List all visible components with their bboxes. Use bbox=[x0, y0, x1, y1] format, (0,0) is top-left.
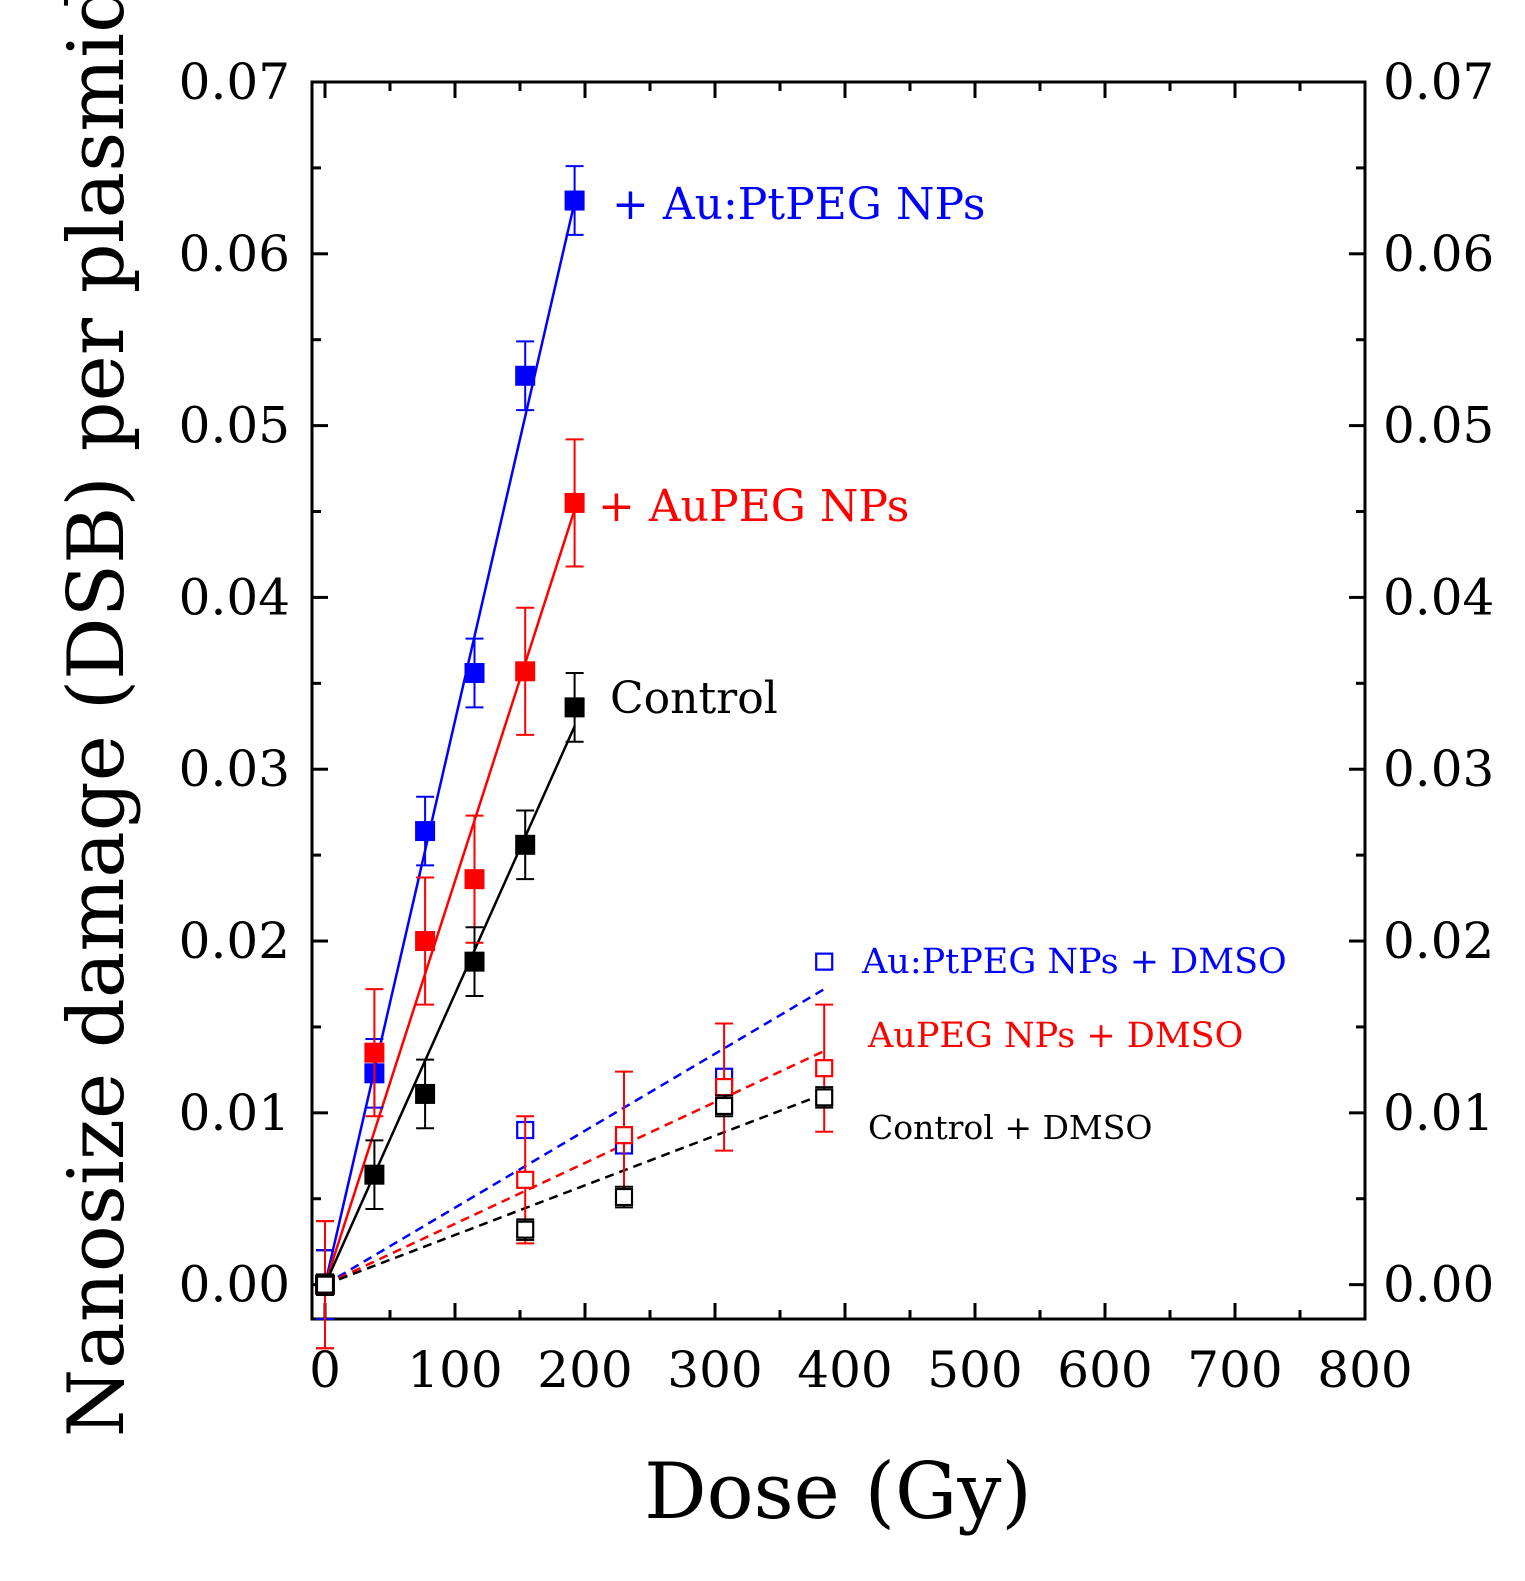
data-marker-open bbox=[714, 1077, 734, 1097]
data-marker-open bbox=[516, 1220, 535, 1239]
y-tick-label: 0.07 bbox=[179, 53, 290, 111]
data-points bbox=[315, 165, 834, 1350]
data-marker bbox=[464, 663, 485, 684]
fit-lines bbox=[323, 201, 825, 1286]
data-marker bbox=[515, 834, 536, 855]
data-marker-open bbox=[815, 1088, 834, 1107]
annotation-aupeg: + AuPEG NPs bbox=[598, 481, 909, 532]
data-marker-open bbox=[516, 1170, 535, 1189]
data-marker bbox=[415, 1083, 436, 1104]
data-marker bbox=[364, 1042, 385, 1063]
y-tick-label-right: 0.04 bbox=[1383, 568, 1494, 626]
data-marker bbox=[515, 365, 536, 386]
y-tick-label: 0.03 bbox=[179, 740, 290, 798]
data-marker bbox=[564, 492, 585, 513]
data-marker bbox=[564, 697, 585, 718]
x-axis-title: Dose (Gy) bbox=[644, 1447, 1032, 1537]
y-tick-label: 0.01 bbox=[179, 1084, 290, 1142]
x-tick-label: 300 bbox=[667, 1341, 762, 1399]
y-tick-label: 0.04 bbox=[179, 568, 290, 626]
x-tick-label: 600 bbox=[1057, 1341, 1152, 1399]
plot-frame bbox=[310, 80, 1367, 1321]
annotation-au-ptpeg-dmso: Au:PtPEG NPs + DMSO bbox=[861, 942, 1287, 982]
data-marker bbox=[464, 869, 485, 890]
data-marker-open bbox=[315, 1275, 335, 1294]
y-tick-label-right: 0.07 bbox=[1383, 53, 1494, 111]
data-marker-open bbox=[815, 952, 834, 971]
y-tick-label: 0.06 bbox=[179, 225, 290, 283]
fit-line bbox=[324, 1049, 825, 1286]
x-tick-label: 500 bbox=[927, 1341, 1022, 1399]
fit-line bbox=[323, 725, 576, 1286]
data-marker-open bbox=[815, 1059, 834, 1078]
annotation-control-dmso: Control + DMSO bbox=[868, 1108, 1152, 1147]
x-tick-label: 400 bbox=[797, 1341, 892, 1399]
data-marker-open bbox=[714, 1096, 734, 1116]
axis-ticks: 0 100 200 300 400 500 600 700 800 0.00 0.00 0.01 0.0… bbox=[179, 53, 1495, 1399]
data-marker bbox=[415, 931, 436, 952]
x-tick-label: 200 bbox=[537, 1341, 632, 1399]
data-marker bbox=[515, 661, 536, 682]
fit-line bbox=[323, 201, 576, 1285]
y-tick-label-right: 0.05 bbox=[1383, 397, 1494, 455]
data-marker-open bbox=[614, 1126, 634, 1145]
annotation-au-ptpeg: + Au:PtPEG NPs bbox=[612, 179, 985, 230]
fit-line bbox=[323, 509, 576, 1286]
fit-line bbox=[324, 988, 825, 1286]
data-marker bbox=[364, 1164, 385, 1185]
annotation-aupeg-dmso: AuPEG NPs + DMSO bbox=[867, 1016, 1243, 1056]
y-tick-label-right: 0.01 bbox=[1383, 1084, 1494, 1142]
y-tick-label: 0.05 bbox=[179, 397, 290, 455]
y-axis-title: Nanosize damage (DSB) per plasmid bbox=[52, 0, 142, 1437]
data-marker bbox=[464, 951, 485, 972]
x-tick-label: 700 bbox=[1187, 1341, 1282, 1399]
fit-line bbox=[324, 1092, 825, 1286]
x-tick-label: 800 bbox=[1317, 1341, 1412, 1399]
x-tick-label: 100 bbox=[407, 1341, 502, 1399]
y-tick-label-right: 0.02 bbox=[1383, 912, 1494, 970]
y-tick-label-right: 0.03 bbox=[1383, 740, 1494, 798]
x-tick-label: 0 bbox=[309, 1341, 341, 1399]
data-marker bbox=[415, 821, 436, 842]
annotation-control: Control bbox=[610, 673, 778, 724]
y-tick-label: 0.02 bbox=[179, 912, 290, 970]
data-marker-open bbox=[614, 1187, 634, 1207]
data-marker bbox=[564, 190, 585, 211]
y-tick-label-right: 0.06 bbox=[1383, 225, 1494, 283]
y-tick-label-right: 0.00 bbox=[1383, 1256, 1494, 1314]
y-tick-label: 0.00 bbox=[179, 1256, 290, 1314]
